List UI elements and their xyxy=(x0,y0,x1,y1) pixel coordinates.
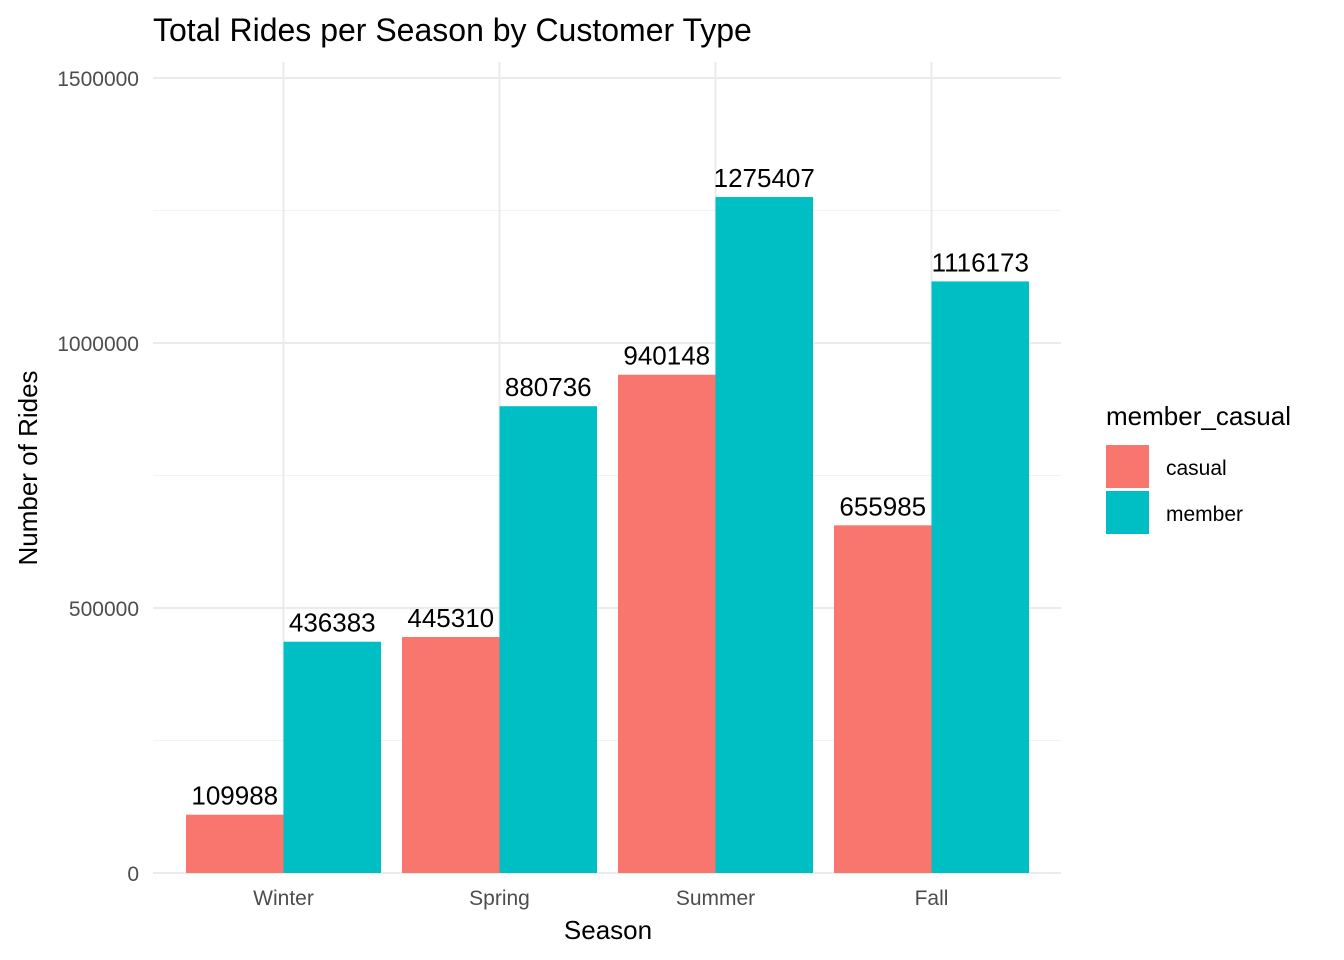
data-label: 1116173 xyxy=(932,247,1029,277)
legend-swatch-member xyxy=(1106,491,1149,534)
y-axis-title: Number of Rides xyxy=(13,370,43,565)
legend-title: member_casual xyxy=(1106,401,1291,431)
y-tick-label: 0 xyxy=(127,863,139,886)
data-labels: 109988 436383 445310 880736 940148 1275407 655… xyxy=(191,163,1029,811)
y-tick-label: 500000 xyxy=(69,598,139,621)
x-tick-label: Summer xyxy=(676,887,755,910)
x-tick-label: Fall xyxy=(915,887,949,910)
bar-casual-winter xyxy=(186,814,284,873)
bars xyxy=(186,197,1029,873)
data-label: 880736 xyxy=(505,372,592,402)
x-axis-ticks: Winter Spring Summer Fall xyxy=(253,887,948,910)
x-tick-label: Winter xyxy=(253,887,314,910)
legend-label-casual: casual xyxy=(1166,457,1227,480)
bar-member-fall xyxy=(931,281,1029,873)
legend-swatch-casual xyxy=(1106,445,1149,488)
bar-casual-fall xyxy=(834,525,932,873)
x-tick-label: Spring xyxy=(469,887,530,910)
data-label: 655985 xyxy=(839,491,926,521)
data-label: 436383 xyxy=(289,608,376,638)
x-axis-title: Season xyxy=(564,915,652,945)
y-tick-label: 1000000 xyxy=(57,333,139,356)
legend-label-member: member xyxy=(1166,503,1243,526)
y-axis-ticks: 0 500000 1000000 1500000 xyxy=(57,68,139,886)
bar-casual-summer xyxy=(618,374,716,873)
data-label: 445310 xyxy=(407,603,494,633)
chart-title: Total Rides per Season by Customer Type xyxy=(153,12,752,48)
bar-member-winter xyxy=(283,641,381,873)
data-label: 109988 xyxy=(191,781,278,811)
bar-casual-spring xyxy=(402,636,500,873)
bar-member-spring xyxy=(499,406,597,873)
bar-member-summer xyxy=(715,197,813,873)
data-label: 1275407 xyxy=(714,163,815,193)
legend: member_casual casual member xyxy=(1106,401,1291,534)
y-tick-label: 1500000 xyxy=(57,68,139,91)
data-label: 940148 xyxy=(623,341,710,371)
